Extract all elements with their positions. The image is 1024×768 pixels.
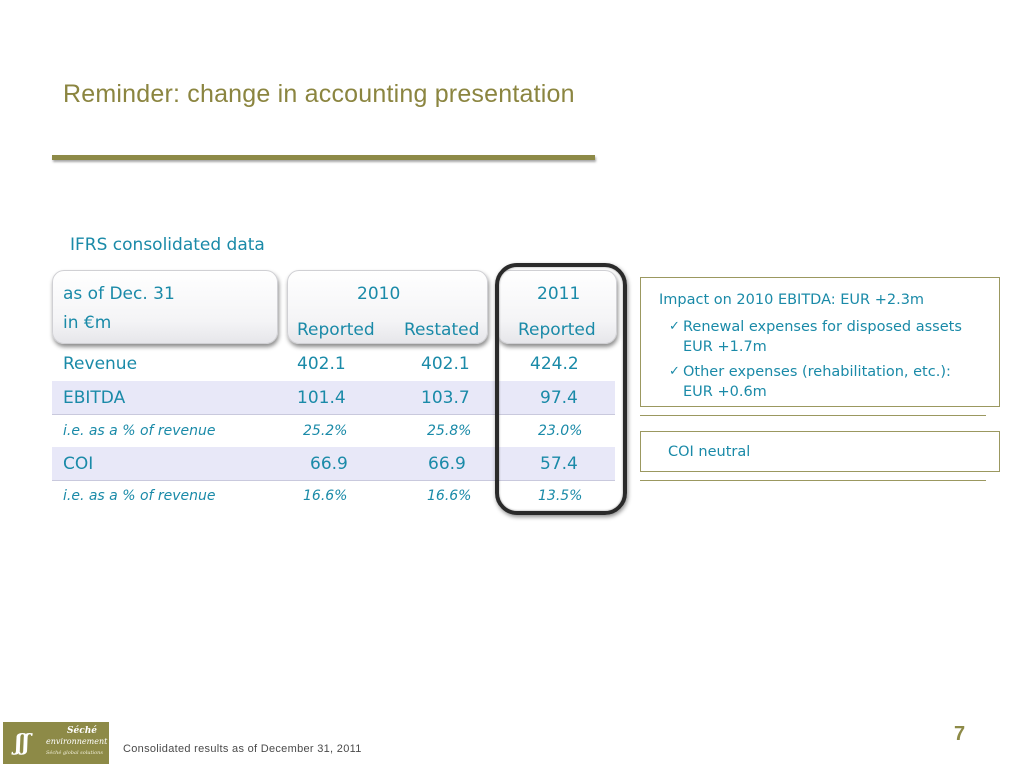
logo-name: Séché bbox=[67, 726, 97, 736]
cell-coi-2011-reported: 57.4 bbox=[540, 454, 578, 474]
cell-ebitda-margin-2010-restated: 25.8% bbox=[427, 423, 472, 439]
row-band-ebitda bbox=[52, 381, 615, 414]
impact-bullet-text: Renewal expenses for disposed assets EUR… bbox=[683, 319, 962, 355]
cell-revenue-2010-reported: 402.1 bbox=[297, 354, 346, 374]
title-underline bbox=[52, 155, 595, 160]
checkmark-icon: ✓ bbox=[669, 319, 680, 334]
row-label-revenue: Revenue bbox=[63, 354, 138, 374]
cell-revenue-2010-restated: 402.1 bbox=[421, 354, 470, 374]
header-as-of: as of Dec. 31 bbox=[63, 284, 175, 304]
cell-coi-2010-reported: 66.9 bbox=[310, 454, 348, 474]
header-year-2010: 2010 bbox=[357, 284, 401, 304]
impact-bullet: ✓ Other expenses (rehabilitation, etc.):… bbox=[669, 362, 983, 402]
header-reported-2010: Reported bbox=[297, 320, 375, 340]
coi-note: COI neutral bbox=[668, 444, 751, 460]
impact-callout: Impact on 2010 EBITDA: EUR +2.3m ✓ Renew… bbox=[640, 277, 1000, 407]
header-year-2011: 2011 bbox=[537, 284, 581, 304]
highlight-2011-column bbox=[495, 263, 627, 515]
row-divider bbox=[52, 414, 615, 415]
coi-callout: COI neutral bbox=[640, 431, 1000, 472]
header-2010-box bbox=[287, 270, 488, 344]
impact-bullet: ✓ Renewal expenses for disposed assets E… bbox=[669, 317, 983, 357]
cell-coi-margin-2011-reported: 13.5% bbox=[538, 488, 583, 504]
cell-revenue-2011-reported: 424.2 bbox=[530, 354, 579, 374]
cell-ebitda-margin-2010-reported: 25.2% bbox=[303, 423, 348, 439]
header-restated-2010: Restated bbox=[404, 320, 480, 340]
logo-name-line2: environnement bbox=[46, 737, 108, 746]
header-unit: in €m bbox=[63, 313, 112, 333]
page-number: 7 bbox=[954, 723, 966, 745]
footer-caption: Consolidated results as of December 31, … bbox=[123, 743, 362, 755]
row-label-coi: COI bbox=[63, 454, 94, 474]
cell-coi-margin-2010-reported: 16.6% bbox=[303, 488, 348, 504]
row-label-ebitda-margin: i.e. as a % of revenue bbox=[63, 423, 216, 439]
impact-bullet-text: Other expenses (rehabilitation, etc.): E… bbox=[683, 364, 951, 400]
cell-ebitda-2010-reported: 101.4 bbox=[297, 388, 346, 408]
cell-coi-margin-2010-restated: 16.6% bbox=[427, 488, 472, 504]
cell-ebitda-margin-2011-reported: 23.0% bbox=[538, 423, 583, 439]
header-label-box bbox=[52, 270, 278, 344]
callout-divider bbox=[640, 415, 986, 416]
cell-ebitda-2011-reported: 97.4 bbox=[540, 388, 578, 408]
slide-title: Reminder: change in accounting presentat… bbox=[63, 80, 575, 108]
checkmark-icon: ✓ bbox=[669, 364, 680, 379]
logo-mark-icon: ʃʃ bbox=[15, 730, 30, 756]
header-reported-2011: Reported bbox=[518, 320, 596, 340]
cell-coi-2010-restated: 66.9 bbox=[428, 454, 466, 474]
row-label-coi-margin: i.e. as a % of revenue bbox=[63, 488, 216, 504]
impact-title: Impact on 2010 EBITDA: EUR +2.3m bbox=[659, 292, 925, 308]
cell-ebitda-2010-restated: 103.7 bbox=[421, 388, 470, 408]
logo-tagline: Séché global solutions bbox=[46, 750, 103, 756]
row-divider bbox=[52, 480, 615, 481]
row-label-ebitda: EBITDA bbox=[63, 388, 126, 408]
row-band-coi bbox=[52, 447, 615, 480]
company-logo: ʃʃ Séché environnement Séché global solu… bbox=[3, 722, 109, 764]
callout-divider bbox=[640, 480, 986, 481]
section-label: IFRS consolidated data bbox=[70, 235, 265, 255]
header-2011-box bbox=[497, 270, 617, 344]
